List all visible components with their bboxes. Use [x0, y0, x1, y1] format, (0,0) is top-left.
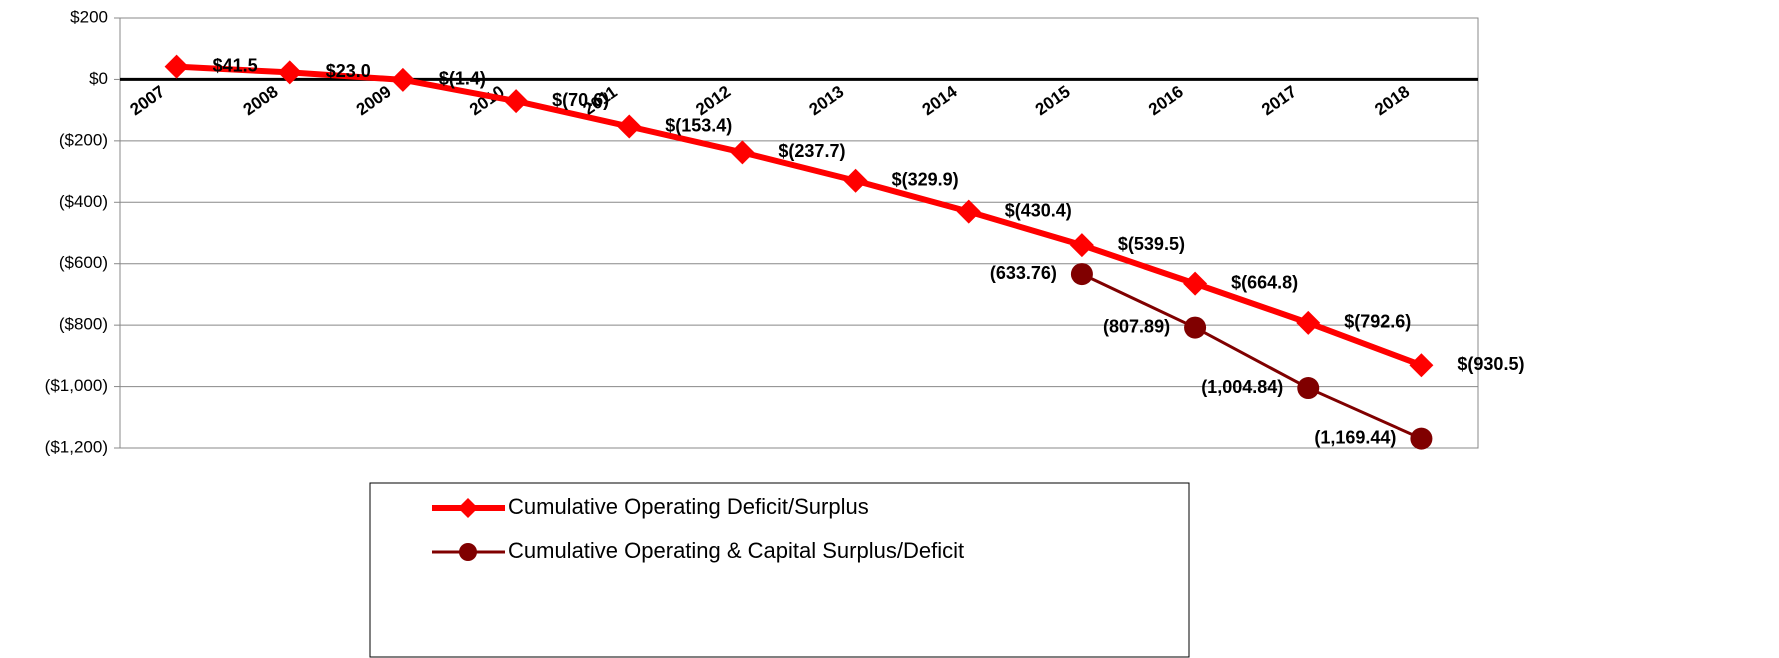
x-tick-label: 2013: [805, 82, 847, 119]
legend-label: Cumulative Operating & Capital Surplus/D…: [508, 538, 964, 563]
y-tick-label: ($600): [59, 253, 108, 272]
marker: [390, 67, 415, 92]
data-label: $23.0: [326, 61, 371, 81]
y-tick-label: $0: [89, 69, 108, 88]
marker: [1069, 233, 1094, 258]
x-tick-label: 2014: [919, 82, 961, 120]
y-tick-label: ($1,000): [45, 376, 108, 395]
legend-label: Cumulative Operating Deficit/Surplus: [508, 494, 869, 519]
data-label: $(539.5): [1118, 234, 1185, 254]
legend-box: [369, 482, 1190, 658]
marker: [1297, 377, 1320, 400]
marker: [956, 199, 981, 224]
marker: [277, 60, 302, 85]
marker: [1184, 316, 1207, 339]
marker: [1409, 353, 1434, 378]
data-label: $(237.7): [778, 141, 845, 161]
legend-marker: [458, 498, 478, 518]
data-label: $(70.6): [552, 90, 609, 110]
data-label: (1,169.44): [1314, 427, 1396, 447]
data-label: $(430.4): [1005, 200, 1072, 220]
data-label: (1,004.84): [1201, 377, 1283, 397]
marker: [843, 168, 868, 193]
y-tick-label: ($200): [59, 130, 108, 149]
series-line: [1081, 272, 1423, 440]
data-label: $(930.5): [1457, 354, 1524, 374]
marker: [1296, 310, 1321, 335]
data-label: $(792.6): [1344, 312, 1411, 332]
x-tick-label: 2018: [1371, 82, 1413, 119]
data-label: $(664.8): [1231, 272, 1298, 292]
marker: [504, 89, 529, 114]
x-tick-label: 2016: [1145, 82, 1187, 119]
x-tick-label: 2017: [1258, 82, 1300, 119]
data-label: (633.76): [990, 263, 1057, 283]
data-label: (807.89): [1103, 316, 1170, 336]
y-tick-label: ($800): [59, 315, 108, 334]
data-label: $(1.4): [439, 69, 486, 89]
series-line: [176, 63, 1423, 369]
marker: [617, 114, 642, 139]
x-tick-label: 2008: [240, 82, 282, 119]
x-tick-label: 2009: [353, 82, 395, 119]
data-label: $(153.4): [665, 115, 732, 135]
y-tick-label: $200: [70, 7, 108, 26]
data-label: $(329.9): [892, 170, 959, 190]
marker: [1410, 427, 1433, 450]
marker: [730, 140, 755, 165]
y-tick-label: ($400): [59, 192, 108, 211]
marker: [1070, 263, 1093, 286]
x-tick-label: 2007: [126, 82, 168, 119]
y-tick-label: ($1,200): [45, 437, 108, 456]
x-tick-label: 2012: [692, 82, 734, 119]
legend-marker: [459, 543, 477, 561]
data-label: $41.5: [213, 55, 258, 75]
x-tick-label: 2015: [1032, 82, 1074, 119]
marker: [1183, 271, 1208, 296]
marker: [164, 54, 189, 79]
